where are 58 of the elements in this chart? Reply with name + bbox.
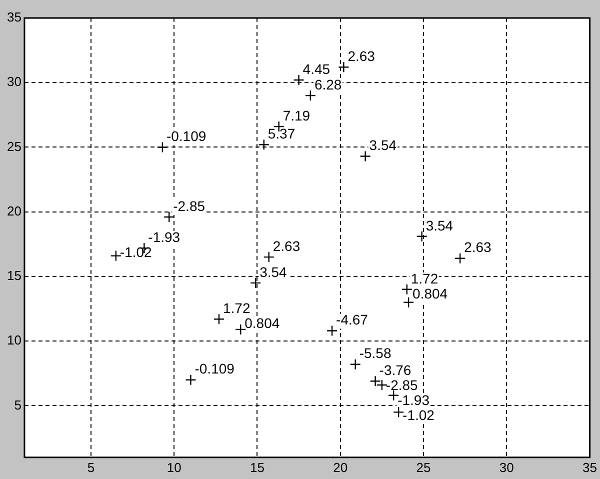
x-tick-label: 35 (582, 460, 598, 475)
point (326, 325, 338, 336)
point (185, 374, 196, 386)
annotation: 6.28 (314, 76, 342, 92)
annotation: 7.19 (282, 107, 310, 124)
annotation: -3.76 (379, 362, 412, 378)
point (338, 62, 350, 73)
point (156, 142, 168, 153)
y-tick-label: 15 (6, 268, 22, 284)
point (263, 251, 274, 263)
x-tick-label: 15 (250, 460, 264, 475)
annotation: -0.109 (194, 360, 235, 377)
point (293, 74, 304, 86)
annotation: 4.45 (302, 60, 330, 77)
point (213, 314, 225, 325)
point (454, 252, 466, 264)
annotation: 1.72 (410, 270, 438, 286)
point (164, 211, 175, 223)
annotation: -1.93 (398, 392, 430, 408)
y-tick-label: 30 (6, 74, 22, 90)
annotation: 2.63 (464, 239, 492, 256)
point (258, 139, 270, 150)
point (304, 90, 316, 102)
point (250, 277, 262, 289)
point (350, 358, 361, 370)
annotation: 2.63 (272, 238, 300, 254)
point (360, 150, 371, 162)
x-tick-label: 20 (333, 460, 348, 475)
point (392, 406, 404, 418)
annotation: -4.67 (336, 312, 368, 328)
x-tick-label: 10 (166, 460, 182, 475)
annotation: -1.93 (148, 228, 180, 245)
annotation: -5.58 (359, 345, 392, 362)
y-tick-label: 20 (6, 203, 22, 218)
annotation: -2.85 (173, 198, 206, 214)
point (110, 250, 122, 262)
x-tick-label: 5 (87, 460, 95, 475)
y-tick-label: 35 (6, 10, 22, 25)
point (416, 230, 428, 242)
annotation: 1.72 (222, 300, 250, 316)
point (401, 284, 412, 295)
annotation: 3.54 (369, 137, 397, 154)
annotation: 5.37 (268, 126, 296, 142)
x-tick-label: 30 (499, 460, 514, 475)
annotation: 2.63 (348, 48, 376, 64)
point (402, 296, 414, 308)
y-tick-label: 5 (14, 397, 22, 412)
annotation: 0.804 (244, 314, 280, 331)
y-tick-label: 25 (6, 138, 22, 154)
annotation: 0.804 (412, 285, 448, 302)
annotation: 3.54 (260, 264, 288, 280)
annotation: -1.02 (402, 407, 435, 424)
annotation: -2.85 (386, 377, 418, 394)
point (235, 324, 246, 336)
annotation: -0.109 (166, 128, 206, 144)
x-tick-label: 25 (416, 460, 431, 475)
annotation: 3.54 (426, 217, 454, 234)
y-tick-label: 10 (6, 332, 22, 348)
